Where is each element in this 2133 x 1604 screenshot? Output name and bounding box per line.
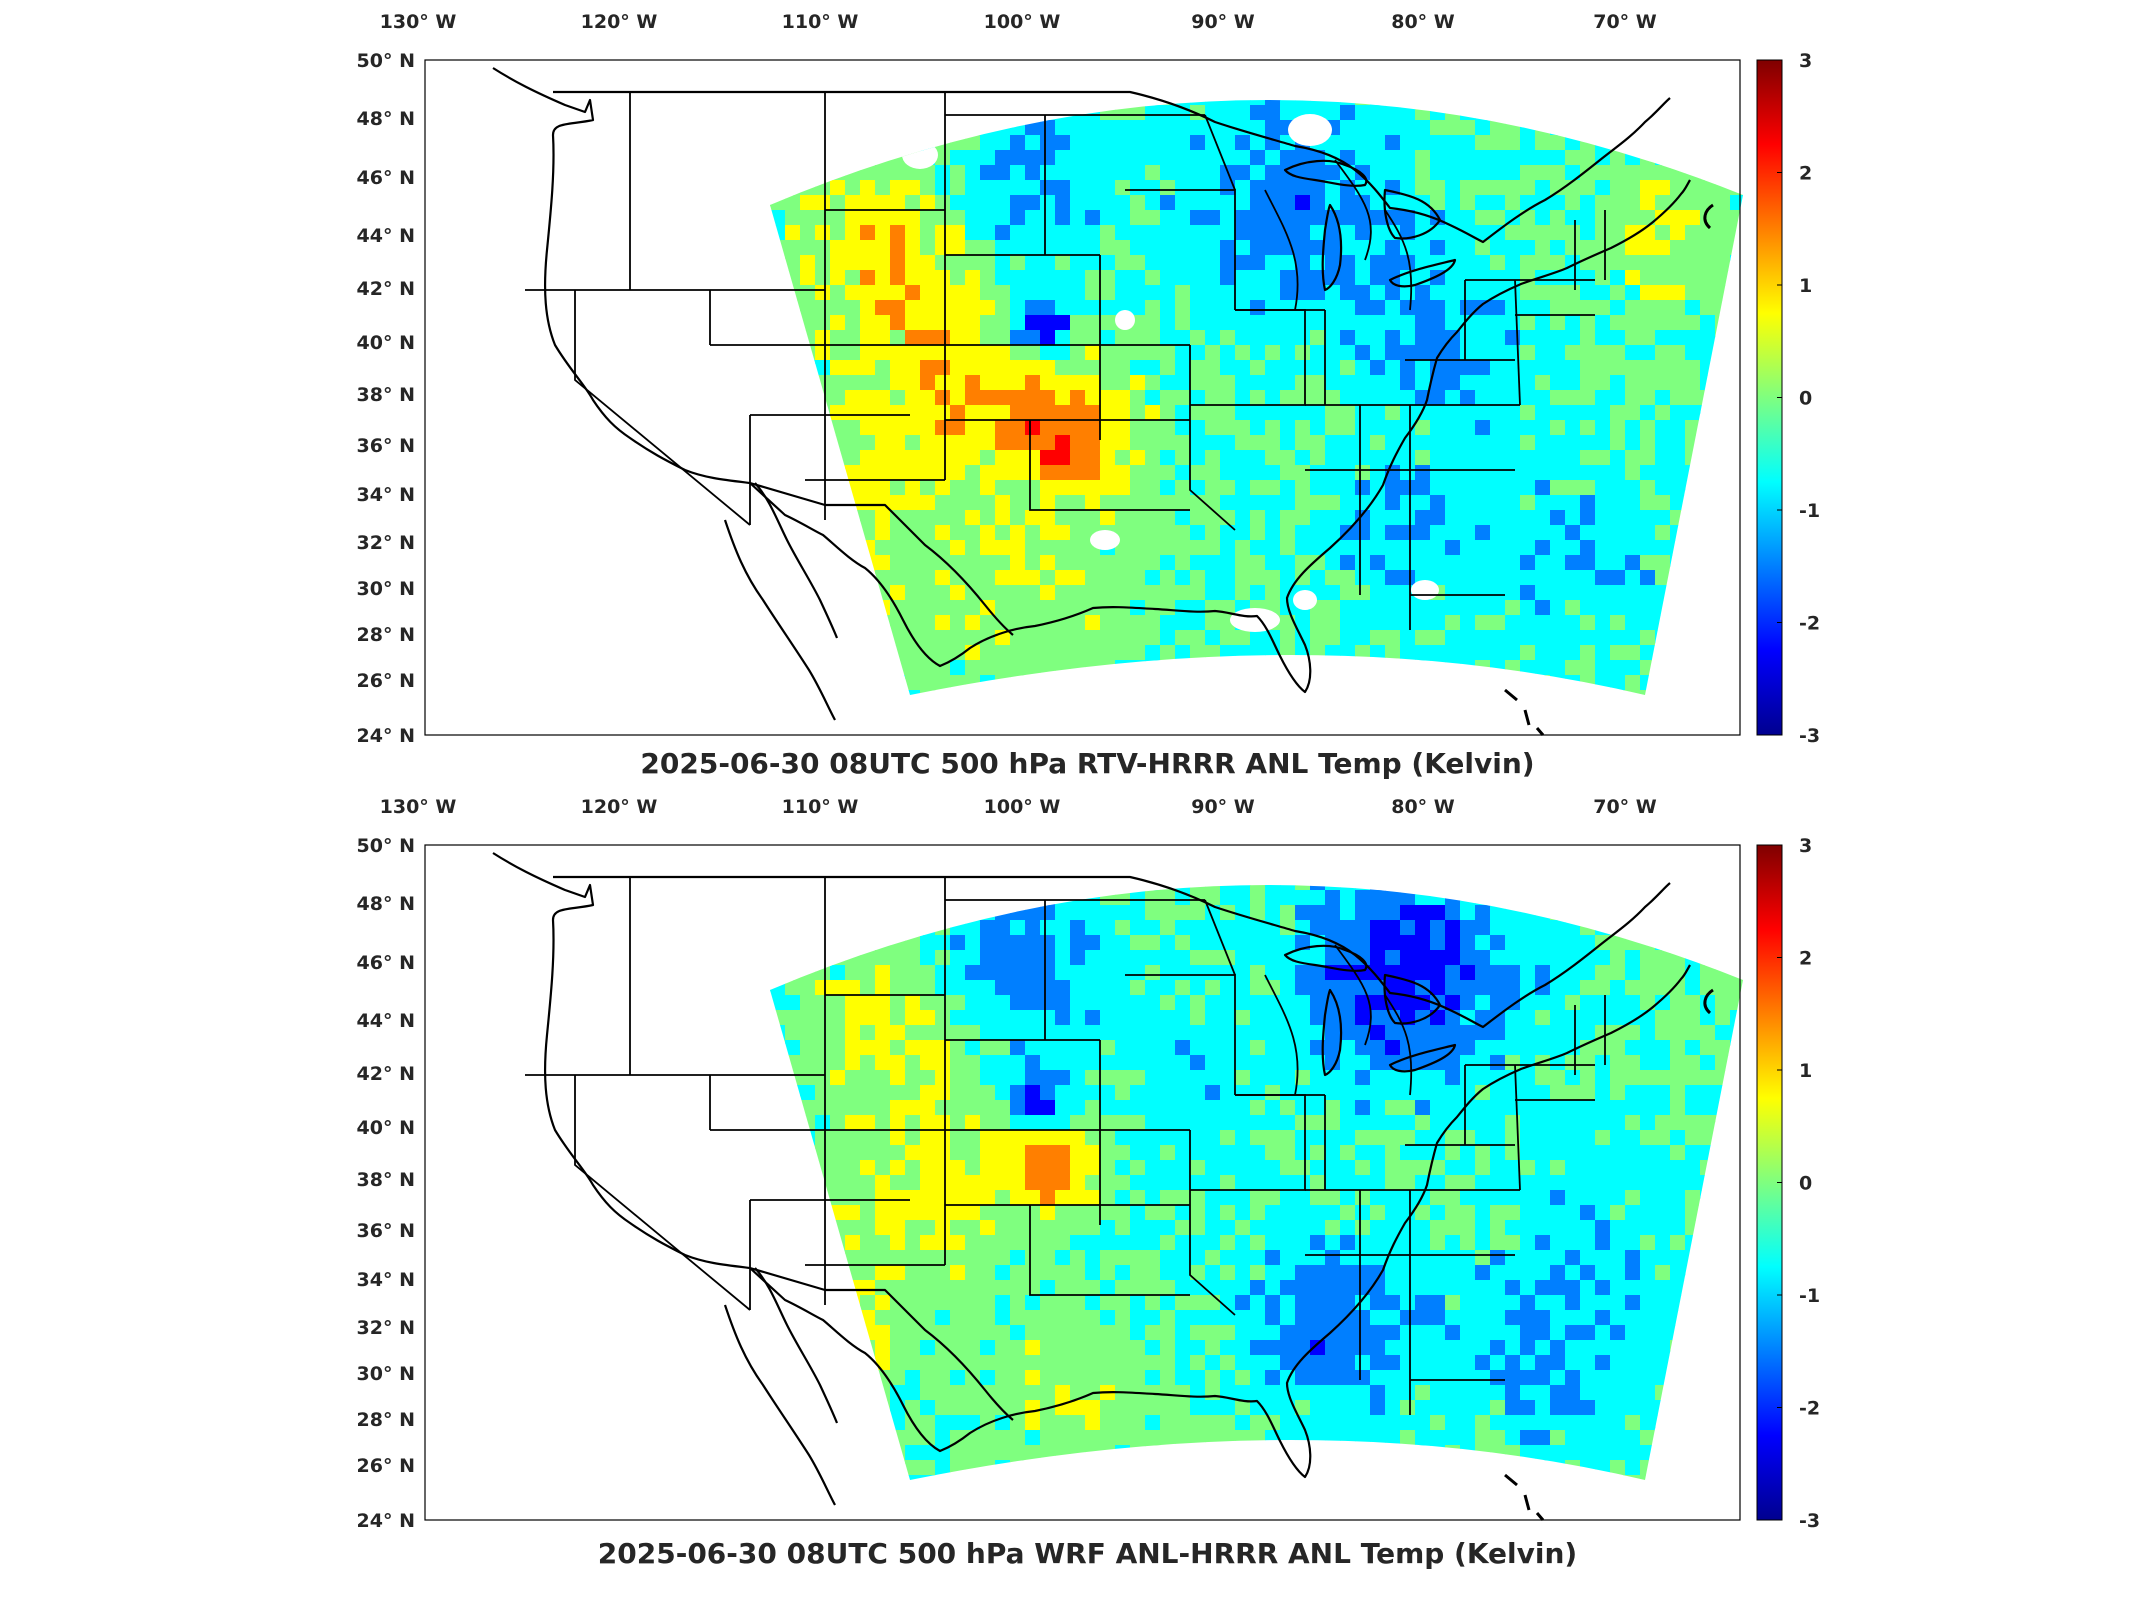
lat-tick-label: 40° N [357,1117,415,1139]
missing-data-patch [1090,530,1120,550]
colorbar-tick-label: -2 [1799,613,1820,635]
lat-tick-label: 28° N [357,1409,415,1431]
lon-tick-label: 70° W [1593,11,1657,33]
colorbar-tick-label: 3 [1799,835,1812,857]
lat-tick-label: 34° N [357,484,415,506]
lat-tick-label: 46° N [357,167,415,189]
lat-tick-label: 48° N [357,893,415,915]
missing-data-patch [1230,608,1280,632]
lat-tick-label: 24° N [357,1510,415,1532]
lon-tick-label: 120° W [581,11,658,33]
colorbar-tick-label: 2 [1799,948,1812,970]
colorbar-tick-label: -2 [1799,1398,1820,1420]
colorbar-tick-label: 1 [1799,1060,1812,1082]
colorbar-tick-label: 2 [1799,163,1812,185]
lat-tick-label: 28° N [357,624,415,646]
lat-tick-label: 26° N [357,670,415,692]
lat-tick-label: 50° N [357,50,415,72]
lat-tick-label: 38° N [357,384,415,406]
lon-tick-label: 80° W [1391,11,1455,33]
lat-tick-label: 46° N [357,952,415,974]
lat-tick-label: 30° N [357,578,415,600]
lat-tick-label: 36° N [357,1220,415,1242]
lat-tick-label: 50° N [357,835,415,857]
lon-tick-label: 110° W [782,796,859,818]
missing-data-patch [1411,580,1439,600]
lat-tick-label: 26° N [357,1455,415,1477]
lat-tick-label: 38° N [357,1169,415,1191]
colorbar-tick-label: -3 [1799,1510,1820,1532]
colorbar-tick-label: 3 [1799,50,1812,72]
lat-tick-label: 32° N [357,532,415,554]
colorbar-tick-label: -1 [1799,500,1820,522]
lat-tick-label: 32° N [357,1317,415,1339]
lon-tick-label: 110° W [782,11,859,33]
lat-tick-label: 34° N [357,1269,415,1291]
lon-tick-label: 130° W [380,11,457,33]
lon-tick-label: 80° W [1391,796,1455,818]
missing-data-patch [1293,590,1317,610]
lon-tick-label: 90° W [1191,11,1255,33]
lat-tick-label: 24° N [357,725,415,747]
colorbar-tick-label: 0 [1799,1173,1812,1195]
lat-tick-label: 36° N [357,435,415,457]
lon-tick-label: 130° W [380,796,457,818]
map-panel-top [425,60,1746,736]
lon-tick-label: 90° W [1191,796,1255,818]
colorbar-tick-label: 0 [1799,388,1812,410]
lat-tick-label: 48° N [357,108,415,130]
lon-tick-label: 70° W [1593,796,1657,818]
colorbar-top: 3 2 1 0 -1 -2 -3 [1757,50,1820,747]
colorbar-tick-label: -1 [1799,1285,1820,1307]
map-panel-bottom [425,845,1746,1521]
lon-tick-label: 100° W [984,11,1061,33]
lat-tick-label: 42° N [357,278,415,300]
colorbar-tick-label: -3 [1799,725,1820,747]
lon-tick-label: 100° W [984,796,1061,818]
lat-tick-label: 30° N [357,1363,415,1385]
lat-tick-label: 40° N [357,332,415,354]
lon-tick-label: 120° W [581,796,658,818]
missing-data-patch [1115,310,1135,330]
lat-tick-label: 44° N [357,225,415,247]
panel-title-top: 2025-06-30 08UTC 500 hPa RTV-HRRR ANL Te… [430,747,1745,780]
lat-tick-label: 44° N [357,1010,415,1032]
colorbar-bottom: 3 2 1 0 -1 -2 -3 [1757,835,1820,1532]
panel-title-bottom: 2025-06-30 08UTC 500 hPa WRF ANL-HRRR AN… [430,1537,1745,1570]
colorbar-tick-label: 1 [1799,275,1812,297]
missing-data-patch [1288,114,1332,146]
lat-tick-label: 42° N [357,1063,415,1085]
